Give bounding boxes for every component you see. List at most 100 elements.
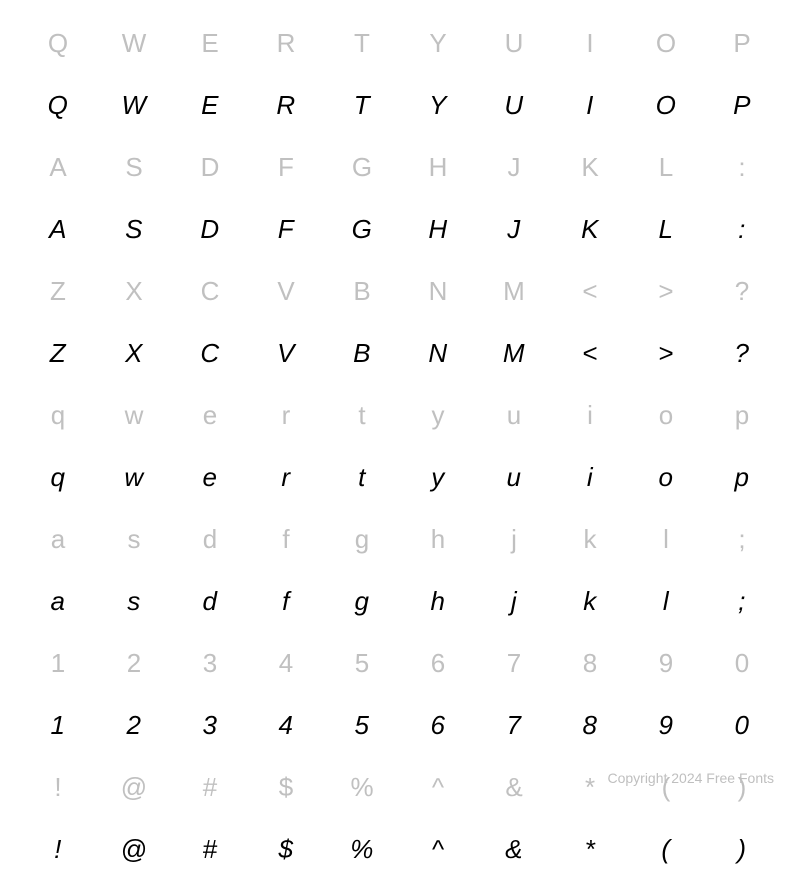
glyph-cell: k bbox=[552, 508, 628, 570]
glyph-cell: ^ bbox=[400, 756, 476, 818]
glyph-cell: $ bbox=[248, 756, 324, 818]
glyph-cell: 2 bbox=[96, 694, 172, 756]
glyph-cell: Z bbox=[20, 322, 96, 384]
glyph-cell: s bbox=[96, 570, 172, 632]
glyph-cell: N bbox=[400, 260, 476, 322]
glyph-cell: * bbox=[552, 756, 628, 818]
glyph-cell: C bbox=[172, 322, 248, 384]
glyph-cell: 4 bbox=[248, 632, 324, 694]
glyph-cell: H bbox=[400, 198, 476, 260]
glyph-cell: $ bbox=[248, 818, 324, 880]
glyph-cell: Y bbox=[400, 74, 476, 136]
glyph-cell: ; bbox=[704, 570, 780, 632]
glyph-cell: o bbox=[628, 446, 704, 508]
glyph-cell: s bbox=[96, 508, 172, 570]
glyph-cell: i bbox=[552, 446, 628, 508]
glyph-cell: V bbox=[248, 260, 324, 322]
character-map-grid: QWERTYUIOPQWERTYUIOPASDFGHJKL:ASDFGHJKL:… bbox=[20, 12, 780, 880]
glyph-cell: O bbox=[628, 12, 704, 74]
glyph-cell: 5 bbox=[324, 694, 400, 756]
glyph-cell: d bbox=[172, 508, 248, 570]
glyph-cell: # bbox=[172, 818, 248, 880]
glyph-cell: o bbox=[628, 384, 704, 446]
glyph-cell: y bbox=[400, 446, 476, 508]
glyph-cell: d bbox=[172, 570, 248, 632]
glyph-cell: 9 bbox=[628, 632, 704, 694]
glyph-cell: p bbox=[704, 384, 780, 446]
glyph-cell: j bbox=[476, 508, 552, 570]
copyright-footer: Copyright 2024 Free Fonts bbox=[607, 770, 774, 786]
glyph-cell: a bbox=[20, 570, 96, 632]
glyph-cell: k bbox=[552, 570, 628, 632]
glyph-cell: D bbox=[172, 198, 248, 260]
glyph-cell: f bbox=[248, 508, 324, 570]
glyph-cell: R bbox=[248, 12, 324, 74]
glyph-cell: ! bbox=[20, 756, 96, 818]
glyph-cell: C bbox=[172, 260, 248, 322]
glyph-cell: 9 bbox=[628, 694, 704, 756]
glyph-cell: g bbox=[324, 570, 400, 632]
glyph-cell: W bbox=[96, 74, 172, 136]
glyph-cell: 7 bbox=[476, 694, 552, 756]
glyph-cell: 8 bbox=[552, 632, 628, 694]
glyph-cell: U bbox=[476, 74, 552, 136]
glyph-cell: f bbox=[248, 570, 324, 632]
glyph-cell: t bbox=[324, 446, 400, 508]
glyph-cell: ? bbox=[704, 322, 780, 384]
glyph-cell: < bbox=[552, 260, 628, 322]
glyph-cell: 2 bbox=[96, 632, 172, 694]
glyph-cell: & bbox=[476, 818, 552, 880]
glyph-cell: 1 bbox=[20, 694, 96, 756]
glyph-cell: @ bbox=[96, 756, 172, 818]
glyph-cell: h bbox=[400, 570, 476, 632]
glyph-cell: S bbox=[96, 198, 172, 260]
glyph-cell: ) bbox=[704, 818, 780, 880]
glyph-cell: 3 bbox=[172, 632, 248, 694]
glyph-cell: Q bbox=[20, 74, 96, 136]
glyph-cell: V bbox=[248, 322, 324, 384]
glyph-cell: Q bbox=[20, 12, 96, 74]
glyph-cell: y bbox=[400, 384, 476, 446]
glyph-cell: u bbox=[476, 384, 552, 446]
glyph-cell: ; bbox=[704, 508, 780, 570]
glyph-cell: X bbox=[96, 260, 172, 322]
glyph-cell: T bbox=[324, 12, 400, 74]
glyph-cell: P bbox=[704, 12, 780, 74]
glyph-cell: a bbox=[20, 508, 96, 570]
glyph-cell: > bbox=[628, 260, 704, 322]
glyph-cell: K bbox=[552, 136, 628, 198]
glyph-cell: r bbox=[248, 384, 324, 446]
glyph-cell: 6 bbox=[400, 694, 476, 756]
glyph-cell: M bbox=[476, 322, 552, 384]
glyph-cell: l bbox=[628, 570, 704, 632]
glyph-cell: w bbox=[96, 384, 172, 446]
glyph-cell: w bbox=[96, 446, 172, 508]
glyph-cell: L bbox=[628, 198, 704, 260]
glyph-cell: I bbox=[552, 74, 628, 136]
glyph-cell: J bbox=[476, 136, 552, 198]
glyph-cell: e bbox=[172, 384, 248, 446]
glyph-cell: : bbox=[704, 136, 780, 198]
glyph-cell: ! bbox=[20, 818, 96, 880]
glyph-cell: p bbox=[704, 446, 780, 508]
glyph-cell: ) bbox=[704, 756, 780, 818]
glyph-cell: F bbox=[248, 136, 324, 198]
glyph-cell: G bbox=[324, 136, 400, 198]
glyph-cell: ( bbox=[628, 756, 704, 818]
glyph-cell: < bbox=[552, 322, 628, 384]
glyph-cell: M bbox=[476, 260, 552, 322]
glyph-cell: q bbox=[20, 384, 96, 446]
glyph-cell: t bbox=[324, 384, 400, 446]
glyph-cell: 6 bbox=[400, 632, 476, 694]
glyph-cell: & bbox=[476, 756, 552, 818]
glyph-cell: E bbox=[172, 12, 248, 74]
glyph-cell: * bbox=[552, 818, 628, 880]
glyph-cell: W bbox=[96, 12, 172, 74]
glyph-cell: A bbox=[20, 136, 96, 198]
glyph-cell: q bbox=[20, 446, 96, 508]
glyph-cell: O bbox=[628, 74, 704, 136]
glyph-cell: H bbox=[400, 136, 476, 198]
glyph-cell: ? bbox=[704, 260, 780, 322]
glyph-cell: % bbox=[324, 818, 400, 880]
glyph-cell: ( bbox=[628, 818, 704, 880]
